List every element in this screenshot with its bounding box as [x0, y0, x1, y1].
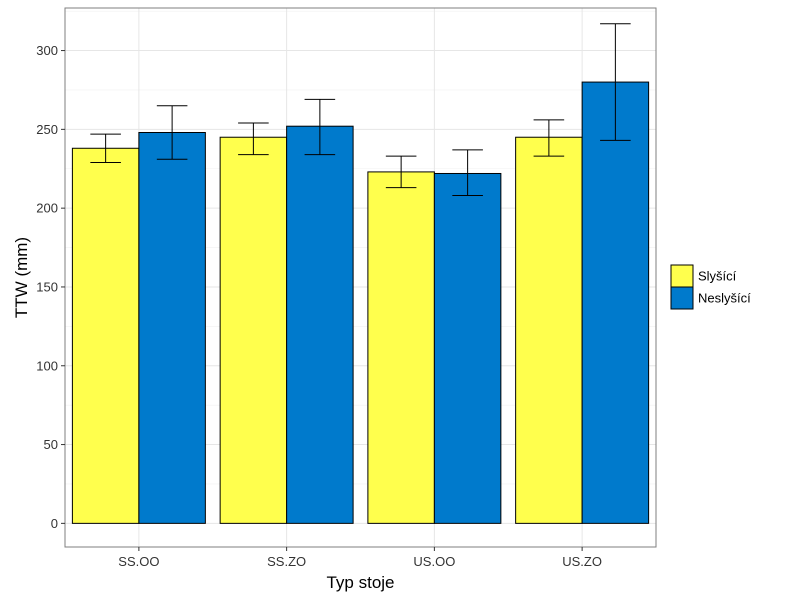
error-bars	[90, 23, 631, 197]
plot-border	[64, 7, 657, 548]
error-bar	[452, 149, 483, 197]
error-bar	[238, 122, 269, 156]
error-bar	[533, 119, 565, 157]
y-tick-label: 300	[36, 43, 58, 58]
x-tick-label: SS.ZO	[267, 554, 306, 569]
bar-ss-oo-series-2	[138, 132, 206, 524]
bar-ss-oo-series-1	[71, 147, 140, 524]
bar-us-zo-series-1	[515, 136, 583, 524]
bar-us-oo-series-1	[367, 171, 435, 524]
error-bar	[304, 98, 336, 156]
y-axis-title: TTW (mm)	[12, 237, 31, 318]
bar-us-zo-series-2	[581, 81, 650, 524]
y-tick-label: 250	[36, 122, 58, 137]
legend-swatch	[670, 264, 694, 288]
y-tick-label: 200	[36, 201, 58, 216]
error-bar	[90, 133, 121, 163]
x-tick-label: US.ZO	[562, 554, 602, 569]
legend: Slyšící Neslyšící	[670, 264, 751, 310]
legend-swatch	[670, 286, 694, 310]
error-bar	[600, 23, 631, 141]
bars	[71, 81, 650, 524]
y-axis: 0 50 100 150 200 250 300	[36, 43, 65, 531]
bar-ss-zo-series-2	[286, 125, 354, 524]
bar-us-oo-series-2	[433, 172, 502, 524]
error-bar	[385, 155, 417, 189]
y-tick-label: 100	[36, 358, 58, 373]
x-tick-label: US.OO	[413, 554, 455, 569]
x-axis: SS.OO SS.ZO US.OO US.ZO	[118, 547, 602, 569]
bar-ss-zo-series-1	[219, 136, 288, 524]
y-tick-label: 50	[44, 437, 58, 452]
legend-label: Slyšící	[698, 269, 737, 284]
error-bar	[156, 105, 188, 160]
y-tick-label: 150	[36, 279, 58, 294]
x-axis-title: Typ stoje	[326, 573, 394, 592]
legend-label: Neslyšící	[698, 291, 751, 306]
x-tick-label: SS.OO	[118, 554, 159, 569]
y-tick-label: 0	[51, 516, 58, 531]
